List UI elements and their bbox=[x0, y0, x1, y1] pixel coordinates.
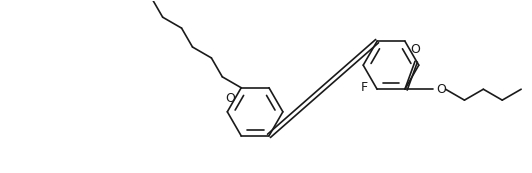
Text: O: O bbox=[437, 83, 446, 96]
Text: F: F bbox=[361, 81, 368, 94]
Text: O: O bbox=[410, 43, 420, 56]
Text: O: O bbox=[226, 92, 235, 105]
